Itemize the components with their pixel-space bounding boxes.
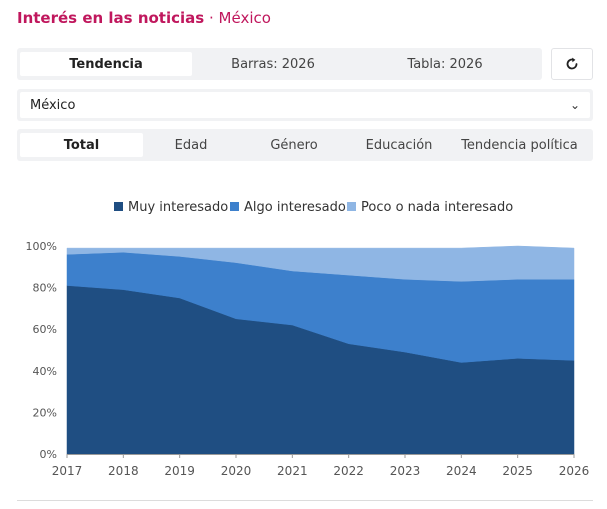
tab-total[interactable]: Total	[20, 133, 143, 157]
chevron-down-icon: ⌄	[569, 98, 580, 112]
y-tick-label: 80%	[33, 282, 57, 295]
country-select-field[interactable]: México ⌄	[20, 92, 590, 118]
y-axis: 0% 20% 40% 60% 80% 100%	[26, 240, 57, 461]
divider	[17, 500, 593, 501]
refresh-icon	[566, 57, 578, 70]
x-axis: 2017 2018 2019 2020 2021 2022 2023 2024 2025 2026	[52, 454, 590, 478]
x-tick-label: 2019	[164, 464, 195, 478]
x-tick-label: 2025	[502, 464, 533, 478]
area-series	[66, 245, 575, 282]
legend-label: Muy interesado	[128, 200, 228, 215]
tab-educacion[interactable]: Educación	[365, 137, 433, 153]
tab-tendencia[interactable]: Tendencia	[20, 52, 192, 76]
x-tick-label: 2018	[108, 464, 139, 478]
x-tick-label: 2021	[277, 464, 308, 478]
x-tick-label: 2020	[221, 464, 252, 478]
legend-swatch	[230, 202, 239, 211]
stacked-area-chart: Muy interesado Algo interesado Poco o nada…	[26, 200, 590, 478]
tab-genero[interactable]: Género	[270, 137, 318, 153]
title-separator: ·	[208, 9, 214, 27]
tab-edad[interactable]: Edad	[174, 137, 208, 153]
legend-label: Algo interesado	[244, 200, 346, 215]
legend-label: Poco o nada interesado	[361, 200, 513, 215]
y-tick-label: 40%	[33, 365, 57, 378]
tab-barras[interactable]: Barras: 2026	[231, 56, 315, 72]
page-header: Interés en las noticias · México	[17, 9, 271, 27]
x-tick-label: 2022	[333, 464, 364, 478]
view-tabs: Tendencia Barras: 2026 Tabla: 2026	[17, 48, 542, 80]
country-select-value: México	[30, 97, 76, 113]
tab-tabla[interactable]: Tabla: 2026	[407, 56, 483, 72]
y-tick-label: 0%	[40, 448, 57, 461]
chart-legend: Muy interesado Algo interesado Poco o nada…	[114, 200, 513, 215]
x-tick-label: 2024	[446, 464, 477, 478]
segment-tabs: Total Edad Género Educación Tendencia po…	[17, 129, 593, 161]
page-title: Interés en las noticias	[17, 9, 205, 27]
y-tick-label: 60%	[33, 323, 57, 336]
country-select[interactable]: México ⌄	[17, 89, 593, 121]
x-tick-label: 2026	[559, 464, 590, 478]
country-name: México	[218, 9, 271, 27]
x-tick-label: 2017	[52, 464, 83, 478]
chart-areas	[66, 245, 575, 455]
y-tick-label: 100%	[26, 240, 57, 253]
tab-tendencia-politica[interactable]: Tendencia política	[461, 137, 578, 153]
legend-swatch	[114, 202, 123, 211]
refresh-button[interactable]	[551, 48, 593, 80]
legend-swatch	[347, 202, 356, 211]
x-tick-label: 2023	[390, 464, 421, 478]
y-tick-label: 20%	[33, 406, 57, 419]
